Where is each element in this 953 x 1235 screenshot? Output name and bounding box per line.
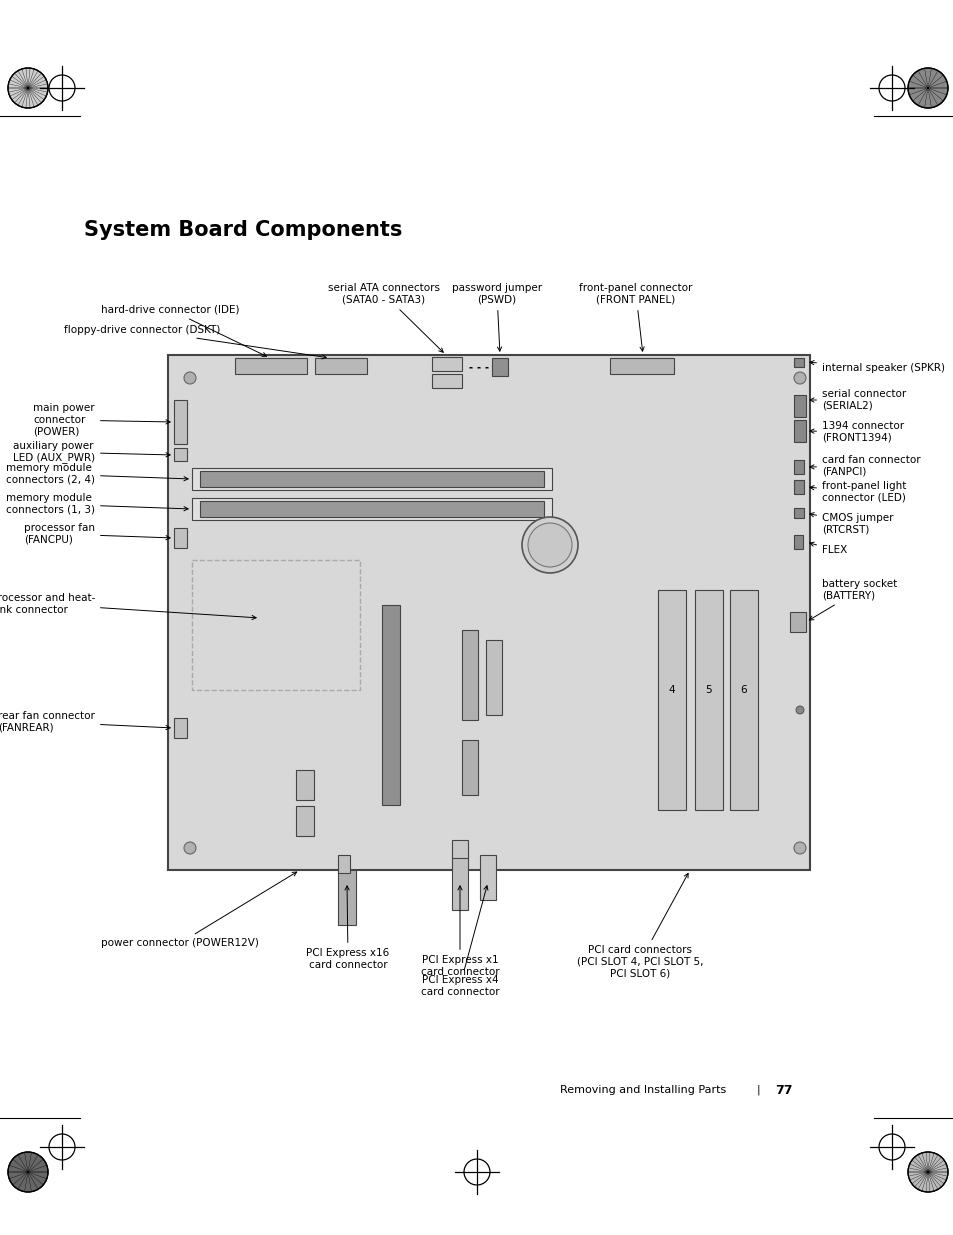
Bar [173,529,187,548]
Text: internal speaker (SPKR): internal speaker (SPKR) [809,361,944,373]
Circle shape [8,68,48,107]
Text: 1394 connector
(FRONT1394): 1394 connector (FRONT1394) [809,421,903,443]
Bar [658,590,685,810]
Circle shape [184,842,195,853]
Text: card fan connector
(FANPCI): card fan connector (FANPCI) [809,456,920,477]
Bar [793,508,803,517]
Text: hard-drive connector (IDE): hard-drive connector (IDE) [101,305,266,357]
Text: password jumper
(PSWD): password jumper (PSWD) [452,283,541,351]
Bar [461,740,477,795]
Text: floppy-drive connector (DSKT): floppy-drive connector (DSKT) [64,325,326,359]
Circle shape [793,842,805,853]
Bar [432,374,461,388]
Bar [192,498,552,520]
Text: System Board Components: System Board Components [84,220,402,240]
Text: PCI card connectors
(PCI SLOT 4, PCI SLOT 5,
PCI SLOT 6): PCI card connectors (PCI SLOT 4, PCI SLO… [577,873,702,978]
Bar [492,358,507,375]
Circle shape [795,706,803,714]
Bar [168,354,809,869]
Text: 77: 77 [774,1083,792,1097]
Text: processor and heat-
sink connector: processor and heat- sink connector [0,593,255,620]
Text: serial ATA connectors
(SATA0 - SATA3): serial ATA connectors (SATA0 - SATA3) [328,283,443,352]
Text: PCI Express x1
card connector: PCI Express x1 card connector [420,885,498,977]
Text: 5: 5 [705,685,712,695]
Bar [452,855,468,910]
Bar [793,459,803,474]
Bar [789,613,805,632]
Text: power connector (POWER12V): power connector (POWER12V) [101,872,296,948]
Bar [793,420,805,442]
Bar [337,855,350,873]
Bar [793,358,803,367]
Bar [173,400,187,445]
Text: battery socket
(BATTERY): battery socket (BATTERY) [808,579,897,620]
Bar [432,357,461,370]
Bar [793,395,805,417]
Bar [485,640,501,715]
Bar [461,630,477,720]
Bar [192,468,552,490]
Bar [192,559,359,690]
Bar [314,358,367,374]
Bar [729,590,758,810]
Text: rear fan connector
(FANREAR): rear fan connector (FANREAR) [0,711,170,732]
Text: 4: 4 [668,685,675,695]
Bar [793,535,802,550]
Text: front-panel connector
(FRONT PANEL): front-panel connector (FRONT PANEL) [578,283,692,351]
Circle shape [521,517,578,573]
Bar [452,840,468,858]
Bar [609,358,673,374]
Circle shape [907,1152,947,1192]
Text: serial connector
(SERIAL2): serial connector (SERIAL2) [809,389,905,411]
Bar [793,480,803,494]
Bar [200,501,543,517]
Circle shape [8,1152,48,1192]
Text: processor fan
(FANCPU): processor fan (FANCPU) [24,524,170,545]
Text: main power
connector
(POWER): main power connector (POWER) [33,404,170,437]
Text: memory module
connectors (1, 3): memory module connectors (1, 3) [6,493,188,515]
Circle shape [907,68,947,107]
Text: 6: 6 [740,685,746,695]
Bar [173,718,187,739]
Text: FLEX: FLEX [809,542,846,555]
Bar [234,358,307,374]
Circle shape [793,372,805,384]
Circle shape [184,372,195,384]
Bar [295,769,314,800]
Bar [337,869,355,925]
Bar [695,590,722,810]
Text: CMOS jumper
(RTCRST): CMOS jumper (RTCRST) [809,513,893,535]
Text: front-panel light
connector (LED): front-panel light connector (LED) [809,482,905,503]
Text: memory module
connectors (2, 4): memory module connectors (2, 4) [6,463,188,485]
Bar [479,855,496,900]
Bar [200,471,543,487]
Text: PCI Express x16
card connector: PCI Express x16 card connector [306,885,389,969]
Bar [295,806,314,836]
Text: |: | [756,1084,759,1095]
Text: auxiliary power
LED (AUX_PWR): auxiliary power LED (AUX_PWR) [12,441,170,463]
Text: PCI Express x4
card connector: PCI Express x4 card connector [420,885,498,997]
Bar [173,448,187,461]
Circle shape [527,522,572,567]
Text: Removing and Installing Parts: Removing and Installing Parts [559,1086,725,1095]
Bar [381,605,399,805]
